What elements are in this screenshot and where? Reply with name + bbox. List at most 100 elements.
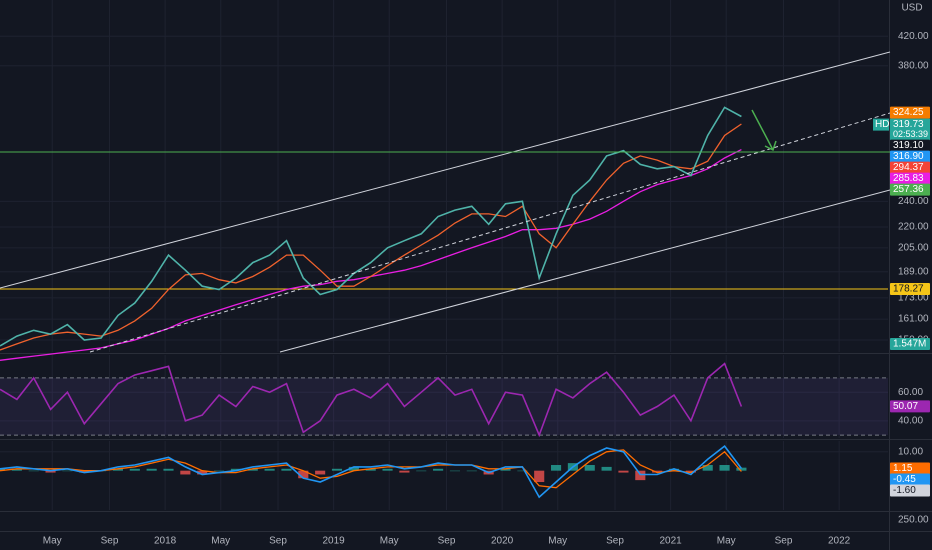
x-tick-label: May bbox=[380, 536, 399, 547]
histogram-bar bbox=[685, 470, 696, 473]
value-badge bbox=[890, 183, 930, 196]
value-badge bbox=[890, 462, 930, 475]
volume-badge bbox=[890, 338, 930, 350]
series-line bbox=[0, 123, 742, 351]
x-tick-label: May bbox=[211, 536, 230, 547]
histogram-bar bbox=[635, 470, 646, 481]
channel-lower bbox=[279, 189, 891, 353]
histogram-bar bbox=[79, 470, 90, 473]
value-badge bbox=[890, 139, 930, 152]
y-tick-label: 161.00 bbox=[898, 314, 929, 325]
histogram-bar bbox=[652, 470, 663, 473]
histogram-bar bbox=[517, 470, 528, 472]
histogram-bar bbox=[213, 470, 225, 472]
value-badge-text: 324.25 bbox=[893, 107, 924, 118]
histogram-bar bbox=[197, 470, 208, 475]
y-tick-label: 10.00 bbox=[898, 446, 923, 457]
histogram-bar bbox=[500, 468, 511, 471]
x-tick-label: 2022 bbox=[828, 536, 851, 547]
value-badge bbox=[890, 172, 930, 185]
value-badge bbox=[890, 400, 930, 413]
x-tick-label: Sep bbox=[101, 536, 119, 547]
histogram-bar bbox=[416, 470, 427, 472]
y-tick-label: 40.00 bbox=[898, 415, 923, 426]
y-tick-label: 380.00 bbox=[898, 60, 929, 71]
histogram-bar bbox=[736, 467, 747, 471]
value-badge bbox=[890, 484, 930, 497]
histogram-bar bbox=[11, 468, 22, 471]
histogram-bar bbox=[399, 470, 410, 473]
histogram-bar bbox=[45, 470, 56, 473]
histogram-bar bbox=[281, 468, 292, 471]
x-tick-label: Sep bbox=[438, 536, 456, 547]
value-badge-text: 294.37 bbox=[893, 162, 924, 173]
histogram-bar bbox=[601, 466, 612, 471]
histogram-bar bbox=[62, 470, 73, 472]
value-badge-text: 316.90 bbox=[893, 151, 924, 162]
arrow bbox=[751, 109, 777, 152]
histogram-bar bbox=[331, 468, 343, 471]
histogram-bar bbox=[433, 468, 444, 471]
histogram-bar bbox=[0, 468, 6, 471]
x-tick-label: 2018 bbox=[154, 536, 177, 547]
currency-label: USD bbox=[901, 3, 922, 14]
price-badge bbox=[890, 283, 930, 296]
value-badge-text: 1.15 bbox=[893, 463, 913, 474]
histogram-bar bbox=[668, 468, 680, 471]
rsi-band bbox=[0, 377, 888, 436]
countdown: 02:53:39 bbox=[893, 129, 928, 139]
series-line bbox=[0, 362, 743, 438]
x-tick-label: May bbox=[717, 536, 736, 547]
y-tick-label: 420.00 bbox=[898, 31, 929, 42]
histogram-bar bbox=[348, 466, 359, 471]
histogram-bar bbox=[112, 468, 124, 471]
histogram-bar bbox=[247, 468, 258, 471]
histogram-bar bbox=[163, 468, 174, 471]
channel-mid bbox=[89, 112, 891, 353]
y-tick-label: 60.00 bbox=[898, 387, 923, 398]
x-tick-label: 2020 bbox=[491, 536, 514, 547]
histogram-bar bbox=[298, 470, 309, 479]
histogram-bar bbox=[28, 470, 39, 472]
y-tick-label: 173.00 bbox=[898, 293, 929, 304]
lower-pane-label: 250.00 bbox=[898, 515, 929, 526]
price-badge bbox=[890, 118, 930, 141]
x-tick-label: 2021 bbox=[660, 536, 683, 547]
symbol-badge bbox=[873, 118, 889, 131]
value-badge bbox=[890, 473, 930, 486]
histogram-bar bbox=[180, 470, 191, 475]
value-badge-text: -0.45 bbox=[893, 474, 916, 485]
y-tick-label: 240.00 bbox=[898, 196, 929, 207]
price-badge-text: 319.73 bbox=[893, 119, 924, 130]
x-tick-label: May bbox=[548, 536, 567, 547]
volume-badge-text: 1.547M bbox=[893, 339, 926, 350]
value-badge-text: 50.07 bbox=[893, 401, 918, 412]
labels: May Sep 2018 May Sep 2019 May Sep 2020 May Sep 2021… bbox=[43, 31, 930, 547]
histogram-bar bbox=[466, 470, 477, 472]
y-tick-label: 220.00 bbox=[898, 222, 929, 233]
series-line bbox=[0, 444, 743, 499]
channel-upper bbox=[0, 51, 891, 289]
histogram-bar bbox=[382, 468, 393, 471]
histogram-bar bbox=[230, 468, 241, 471]
y-tick-label: 205.00 bbox=[898, 242, 929, 253]
drawings bbox=[0, 51, 891, 353]
x-tick-label: Sep bbox=[606, 536, 624, 547]
value-badge-text: 285.83 bbox=[893, 173, 924, 184]
value-badge-text: 257.36 bbox=[893, 184, 924, 195]
histogram-bar bbox=[550, 465, 562, 471]
histogram-bar bbox=[618, 470, 629, 473]
histogram-bar bbox=[719, 465, 730, 471]
x-tick-label: Sep bbox=[775, 536, 793, 547]
histogram-bar bbox=[702, 465, 713, 471]
histogram-bar bbox=[315, 470, 326, 475]
value-badge bbox=[890, 161, 930, 174]
histogram-bar bbox=[449, 470, 461, 472]
x-tick-label: Sep bbox=[269, 536, 287, 547]
symbol-label: HD bbox=[875, 119, 889, 130]
x-tick-label: 2019 bbox=[323, 536, 346, 547]
histogram-bar bbox=[365, 468, 376, 471]
y-tick-label: 189.00 bbox=[898, 266, 929, 277]
